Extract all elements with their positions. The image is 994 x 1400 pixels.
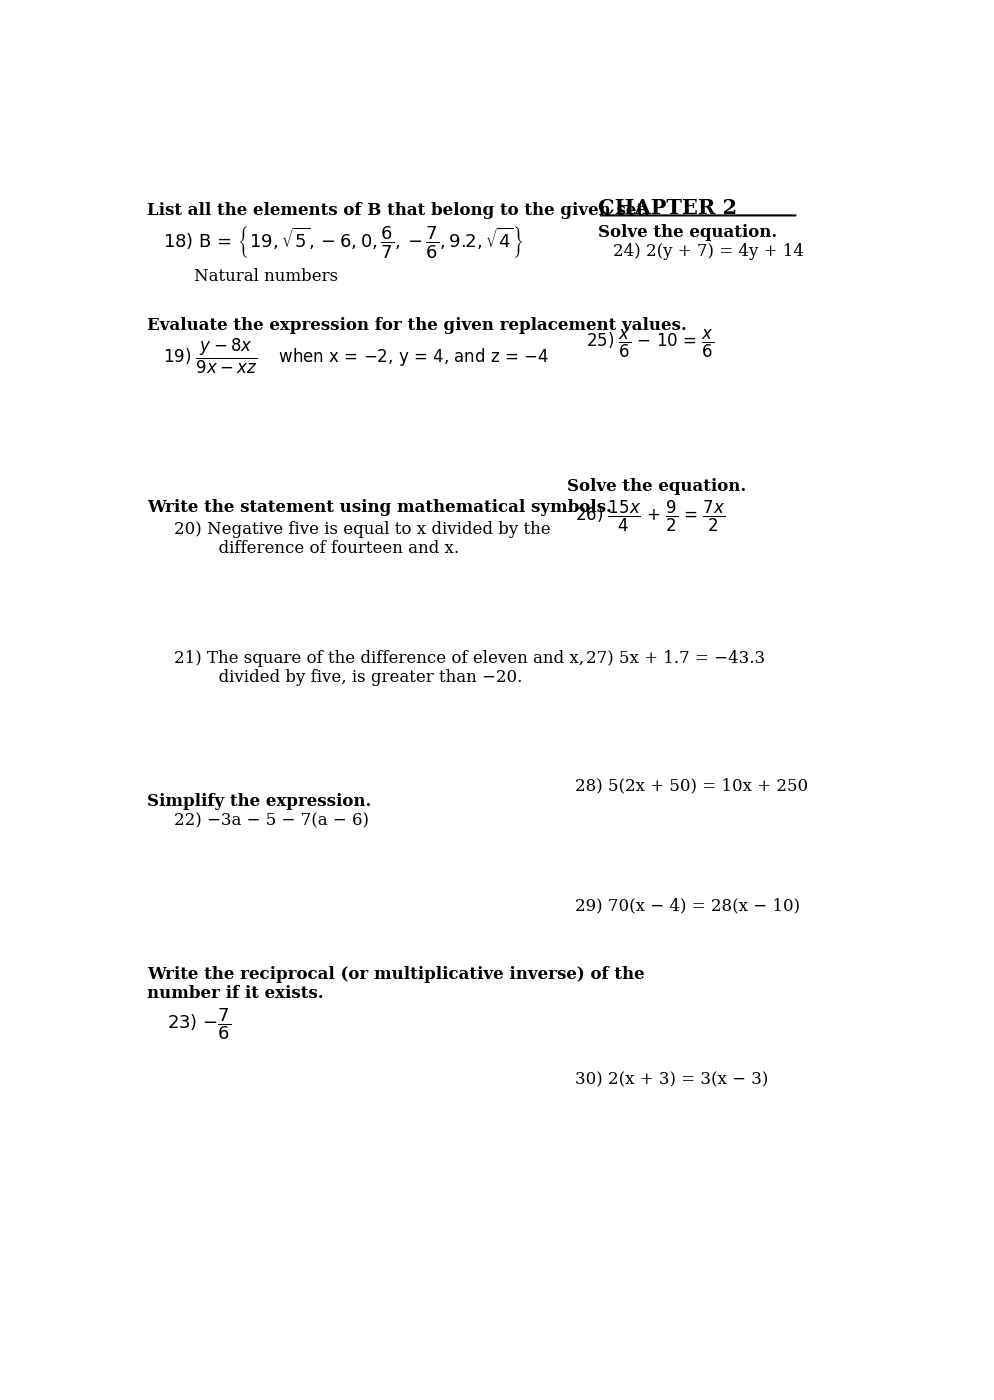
Text: CHAPTER 2: CHAPTER 2	[598, 199, 738, 218]
Text: Evaluate the expression for the given replacement values.: Evaluate the expression for the given re…	[147, 316, 687, 333]
Text: 21) The square of the difference of eleven and x,: 21) The square of the difference of elev…	[174, 650, 584, 666]
Text: 30) 2(x + 3) = 3(x − 3): 30) 2(x + 3) = 3(x − 3)	[575, 1071, 768, 1088]
Text: Write the reciprocal (or multiplicative inverse) of the: Write the reciprocal (or multiplicative …	[147, 966, 645, 983]
Text: difference of fourteen and x.: difference of fourteen and x.	[188, 540, 459, 557]
Text: 28) 5(2x + 50) = 10x + 250: 28) 5(2x + 50) = 10x + 250	[575, 777, 808, 794]
Text: Solve the equation.: Solve the equation.	[568, 479, 746, 496]
Text: 18) B = $\left\{19, \sqrt{5}, -6, 0, \dfrac{6}{7}, -\dfrac{7}{6}, 9.2, \sqrt{4}\: 18) B = $\left\{19, \sqrt{5}, -6, 0, \df…	[163, 224, 524, 260]
Text: 27) 5x + 1.7 = −43.3: 27) 5x + 1.7 = −43.3	[586, 650, 765, 666]
Text: List all the elements of B that belong to the given set.: List all the elements of B that belong t…	[147, 203, 650, 220]
Text: Solve the equation.: Solve the equation.	[598, 224, 777, 241]
Text: 29) 70(x − 4) = 28(x − 10): 29) 70(x − 4) = 28(x − 10)	[575, 897, 800, 914]
Text: 25) $\dfrac{x}{6}$ − 10 = $\dfrac{x}{6}$: 25) $\dfrac{x}{6}$ − 10 = $\dfrac{x}{6}$	[586, 328, 715, 360]
Text: number if it exists.: number if it exists.	[147, 986, 324, 1002]
Text: Natural numbers: Natural numbers	[194, 269, 338, 286]
Text: 20) Negative five is equal to x divided by the: 20) Negative five is equal to x divided …	[174, 521, 551, 538]
Text: 19) $\dfrac{y - 8x}{9x - xz}$    when x = −2, y = 4, and z = −4: 19) $\dfrac{y - 8x}{9x - xz}$ when x = −…	[163, 337, 549, 377]
Text: 26) $\dfrac{15x}{4}$ + $\dfrac{9}{2}$ = $\dfrac{7x}{2}$: 26) $\dfrac{15x}{4}$ + $\dfrac{9}{2}$ = …	[575, 498, 726, 535]
Text: Write the statement using mathematical symbols.: Write the statement using mathematical s…	[147, 498, 612, 517]
Text: 23) $-\dfrac{7}{6}$: 23) $-\dfrac{7}{6}$	[167, 1007, 231, 1043]
Text: Simplify the expression.: Simplify the expression.	[147, 794, 372, 811]
Text: 24) 2(y + 7) = 4y + 14: 24) 2(y + 7) = 4y + 14	[613, 244, 804, 260]
Text: divided by five, is greater than −20.: divided by five, is greater than −20.	[188, 669, 523, 686]
Text: 22) −3a − 5 − 7(a − 6): 22) −3a − 5 − 7(a − 6)	[174, 812, 370, 830]
